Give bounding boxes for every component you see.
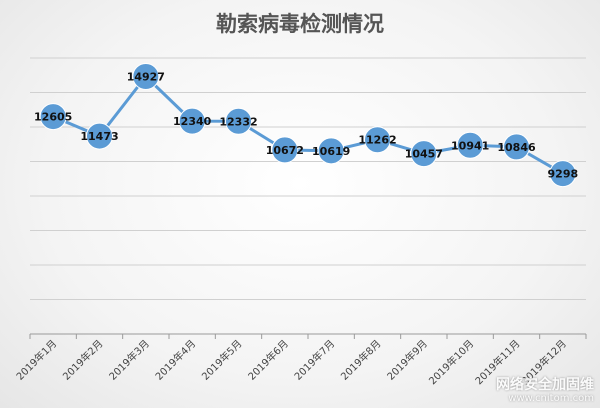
x-tick-label: 2019年8月 <box>338 337 384 383</box>
watermark: 网络安全加固维 www.cnitom.com <box>496 376 594 404</box>
data-point <box>549 160 577 188</box>
watermark-name: 网络安全加固维 <box>496 376 594 393</box>
data-label: 11473 <box>80 130 118 143</box>
data-label: 12340 <box>173 115 212 128</box>
data-label: 10846 <box>497 141 536 154</box>
x-tick-label: 2019年10月 <box>426 337 476 387</box>
data-label: 10619 <box>312 145 350 158</box>
data-point <box>178 107 206 135</box>
x-tick-label: 2019年2月 <box>60 337 106 383</box>
data-label: 14927 <box>127 71 165 84</box>
data-point <box>132 63 160 91</box>
data-label: 11262 <box>358 134 396 147</box>
data-label: 10457 <box>405 148 443 161</box>
data-point <box>225 107 252 135</box>
watermark-url: www.cnitom.com <box>508 393 594 404</box>
data-point <box>39 103 67 131</box>
data-point <box>271 136 299 164</box>
data-label: 10941 <box>451 139 489 152</box>
x-tick-label: 2019年5月 <box>199 337 245 383</box>
x-tick-label: 2019年1月 <box>13 337 59 383</box>
data-label: 12332 <box>219 115 257 128</box>
data-point <box>317 137 345 165</box>
series-line <box>52 75 564 175</box>
x-tick-label: 2019年7月 <box>291 337 337 383</box>
data-point <box>503 133 530 161</box>
x-tick-label: 2019年9月 <box>384 337 430 383</box>
data-label: 12605 <box>34 111 72 124</box>
x-tick-label: 2019年3月 <box>106 337 152 383</box>
data-point <box>456 131 484 159</box>
data-point <box>86 122 113 150</box>
data-point <box>364 126 391 154</box>
chart-title: 勒索病毒检测情况 <box>216 12 384 36</box>
x-tick-label: 2019年4月 <box>152 337 198 383</box>
data-label: 9298 <box>548 168 579 181</box>
x-tick-label: 2019年6月 <box>245 337 291 383</box>
data-point <box>410 140 438 168</box>
data-label: 10672 <box>266 144 304 157</box>
